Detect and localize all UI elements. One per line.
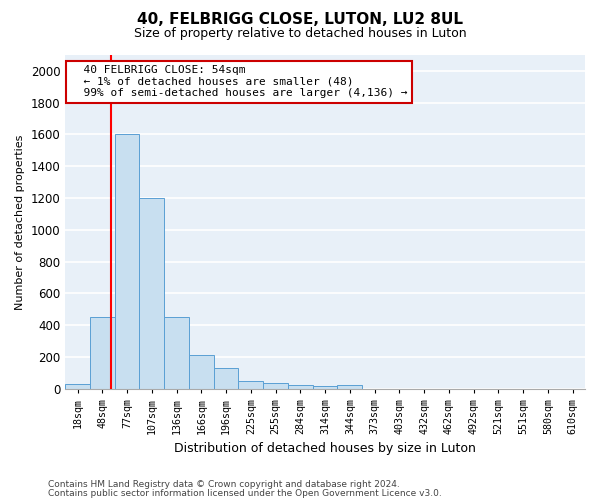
- Bar: [214, 368, 238, 388]
- Text: 40, FELBRIGG CLOSE, LUTON, LU2 8UL: 40, FELBRIGG CLOSE, LUTON, LU2 8UL: [137, 12, 463, 28]
- Text: Contains HM Land Registry data © Crown copyright and database right 2024.: Contains HM Land Registry data © Crown c…: [48, 480, 400, 489]
- X-axis label: Distribution of detached houses by size in Luton: Distribution of detached houses by size …: [174, 442, 476, 455]
- Bar: [115, 134, 139, 388]
- Bar: [189, 356, 214, 388]
- Text: 40 FELBRIGG CLOSE: 54sqm
  ← 1% of detached houses are smaller (48)
  99% of sem: 40 FELBRIGG CLOSE: 54sqm ← 1% of detache…: [70, 65, 408, 98]
- Bar: [337, 386, 362, 388]
- Text: Size of property relative to detached houses in Luton: Size of property relative to detached ho…: [134, 28, 466, 40]
- Bar: [313, 386, 337, 388]
- Bar: [238, 380, 263, 388]
- Y-axis label: Number of detached properties: Number of detached properties: [15, 134, 25, 310]
- Text: Contains public sector information licensed under the Open Government Licence v3: Contains public sector information licen…: [48, 489, 442, 498]
- Bar: [164, 317, 189, 388]
- Bar: [90, 317, 115, 388]
- Bar: [288, 386, 313, 388]
- Bar: [139, 198, 164, 388]
- Bar: [65, 384, 90, 388]
- Bar: [263, 383, 288, 388]
